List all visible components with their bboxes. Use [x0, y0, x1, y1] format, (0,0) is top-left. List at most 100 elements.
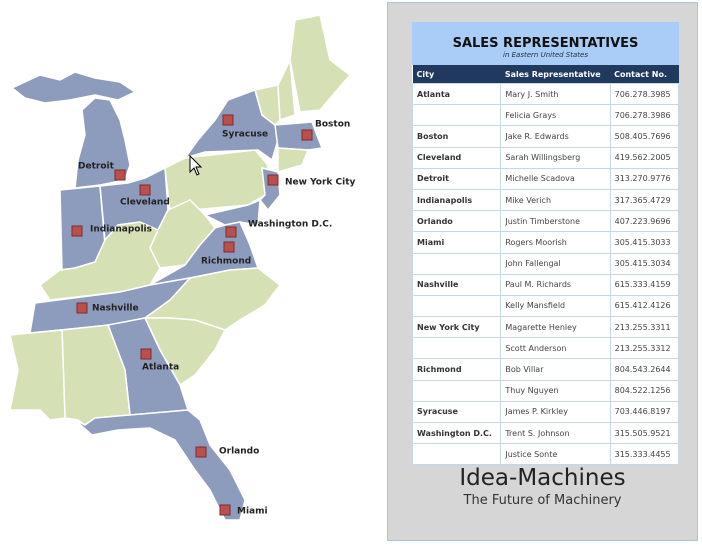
city-marker [140, 348, 152, 360]
city-markers: Syracuse Boston Detroit Cleveland New York C… [71, 114, 356, 517]
city-cell: Miami [411, 231, 502, 254]
table-row: Thuy Nguyen 804.522.1256 [411, 379, 680, 402]
table-row: Orlando Justin Timberstone 407.223.9696 [411, 210, 680, 233]
city-marker [301, 129, 313, 141]
map: Syracuse Boston Detroit Cleveland New York C… [9, 14, 356, 521]
states [9, 14, 352, 521]
state [254, 84, 281, 126]
city-marker [267, 174, 279, 186]
city-label: Atlanta [142, 363, 179, 373]
rep-phone: 508.405.7696 [609, 125, 680, 148]
table-row: Washington D.C. Trent S. Johnson 315.505.9… [411, 421, 680, 445]
city-label: New York City [285, 178, 356, 188]
rep-phone: 419.562.2005 [609, 146, 680, 169]
city-label: Syracuse [222, 130, 268, 140]
state [10, 71, 137, 104]
city-marker [195, 446, 207, 458]
state [74, 409, 246, 521]
column-headers: City Sales Representative Contact No. [412, 65, 679, 84]
column-header: City [412, 65, 501, 84]
city-cell [411, 379, 502, 402]
rep-phone: 706.278.3985 [609, 82, 680, 106]
rep-phone: 315.333.4455 [609, 443, 680, 466]
cursor [189, 154, 203, 176]
city-cell: Atlanta [411, 82, 502, 106]
city-label: Miami [237, 507, 268, 517]
city-cell: Washington D.C. [411, 421, 502, 445]
brand-name: Idea-Machines [459, 465, 626, 491]
table-row: Boston Jake R. Edwards 508.405.7696 [411, 125, 680, 148]
rep-phone: 615.412.4126 [609, 294, 680, 318]
city-marker [223, 241, 235, 253]
city-cell: Indianapolis [411, 188, 502, 212]
rep-phone: 804.522.1256 [609, 379, 680, 402]
city-cell: Boston [411, 125, 502, 148]
table-row: Scott Anderson 213.255.3312 [411, 337, 680, 360]
rep-phone: 706.278.3986 [609, 104, 680, 127]
rep-name: Trent S. Johnson [500, 421, 611, 445]
table-row: Cleveland Sarah Willingsberg 419.562.2005 [411, 146, 680, 169]
city-cell: Syracuse [411, 400, 502, 424]
sales-table: SALES REPRESENTATIVES in Eastern United … [411, 22, 680, 466]
table-body: Atlanta Mary J. Smith 706.278.3985 Felicia … [411, 82, 680, 466]
state [277, 147, 310, 173]
table-row: Indianapolis Mike Verich 317.365.4729 [411, 188, 680, 212]
state [277, 57, 296, 122]
rep-name: Mary J. Smith [500, 82, 611, 106]
table-row: Nashville Paul M. Richards 615.333.4159 [411, 273, 680, 296]
city-marker [225, 226, 237, 238]
state [74, 97, 131, 189]
city-cell: New York City [411, 316, 502, 339]
rep-name: Mike Verich [500, 188, 611, 212]
rep-name: Thuy Nguyen [500, 379, 611, 402]
rep-name: Felicia Grays [500, 104, 611, 127]
rep-name: Paul M. Richards [500, 273, 611, 296]
rep-phone: 703.446.8197 [609, 400, 680, 424]
table-row: Detroit Michelle Scadova 313.270.9776 [411, 167, 680, 190]
city-marker [139, 184, 151, 196]
city-cell: Nashville [411, 273, 502, 296]
city-label: Nashville [92, 304, 139, 314]
table-row: Syracuse James P. Kirkley 703.446.8197 [411, 400, 680, 424]
rep-phone: 313.270.9776 [609, 167, 680, 190]
rep-name: Justice Sonte [500, 443, 611, 466]
city-label: Boston [315, 120, 350, 130]
rep-phone: 407.223.9696 [609, 210, 680, 233]
rep-name: Scott Anderson [500, 337, 611, 360]
city-cell: Richmond [411, 358, 502, 381]
rep-name: Justin Timberstone [500, 210, 611, 233]
rep-name: Sarah Willingsberg [500, 146, 611, 169]
city-cell [411, 252, 502, 275]
city-label: Indianapolis [90, 225, 152, 235]
city-marker [219, 504, 231, 516]
state [289, 14, 352, 113]
brand: Idea-Machines The Future of Machinery [388, 465, 697, 508]
table-row: Justice Sonte 315.333.4455 [411, 443, 680, 466]
rep-name: Rogers Moorish [500, 231, 611, 254]
city-marker [114, 169, 126, 181]
column-header: Sales Representative [500, 65, 611, 84]
rep-phone: 213.255.3311 [609, 316, 680, 339]
table-row: Atlanta Mary J. Smith 706.278.3985 [411, 82, 680, 106]
rep-phone: 213.255.3312 [609, 337, 680, 360]
table-row: Kelly Mansfield 615.412.4126 [411, 294, 680, 318]
table-header: SALES REPRESENTATIVES in Eastern United … [412, 22, 679, 65]
rep-phone: 305.415.3034 [609, 252, 680, 275]
table-row: John Fallengal 305.415.3034 [411, 252, 680, 275]
city-label: Washington D.C. [248, 220, 332, 230]
brand-tagline: The Future of Machinery [463, 493, 622, 508]
rep-name: James P. Kirkley [500, 400, 611, 424]
rep-phone: 317.365.4729 [609, 188, 680, 212]
city-marker [76, 302, 88, 314]
rep-name: Magarette Henley [500, 316, 611, 339]
city-cell [411, 443, 502, 466]
table: City Sales Representative Contact No. Atla… [411, 65, 680, 466]
rep-phone: 804.543.2644 [609, 358, 680, 381]
rep-phone: 615.333.4159 [609, 273, 680, 296]
rep-name: John Fallengal [500, 252, 611, 275]
rep-name: Michelle Scadova [500, 167, 611, 190]
city-label: Cleveland [120, 198, 170, 208]
city-label: Orlando [219, 447, 259, 457]
table-row: Felicia Grays 706.278.3986 [411, 104, 680, 127]
